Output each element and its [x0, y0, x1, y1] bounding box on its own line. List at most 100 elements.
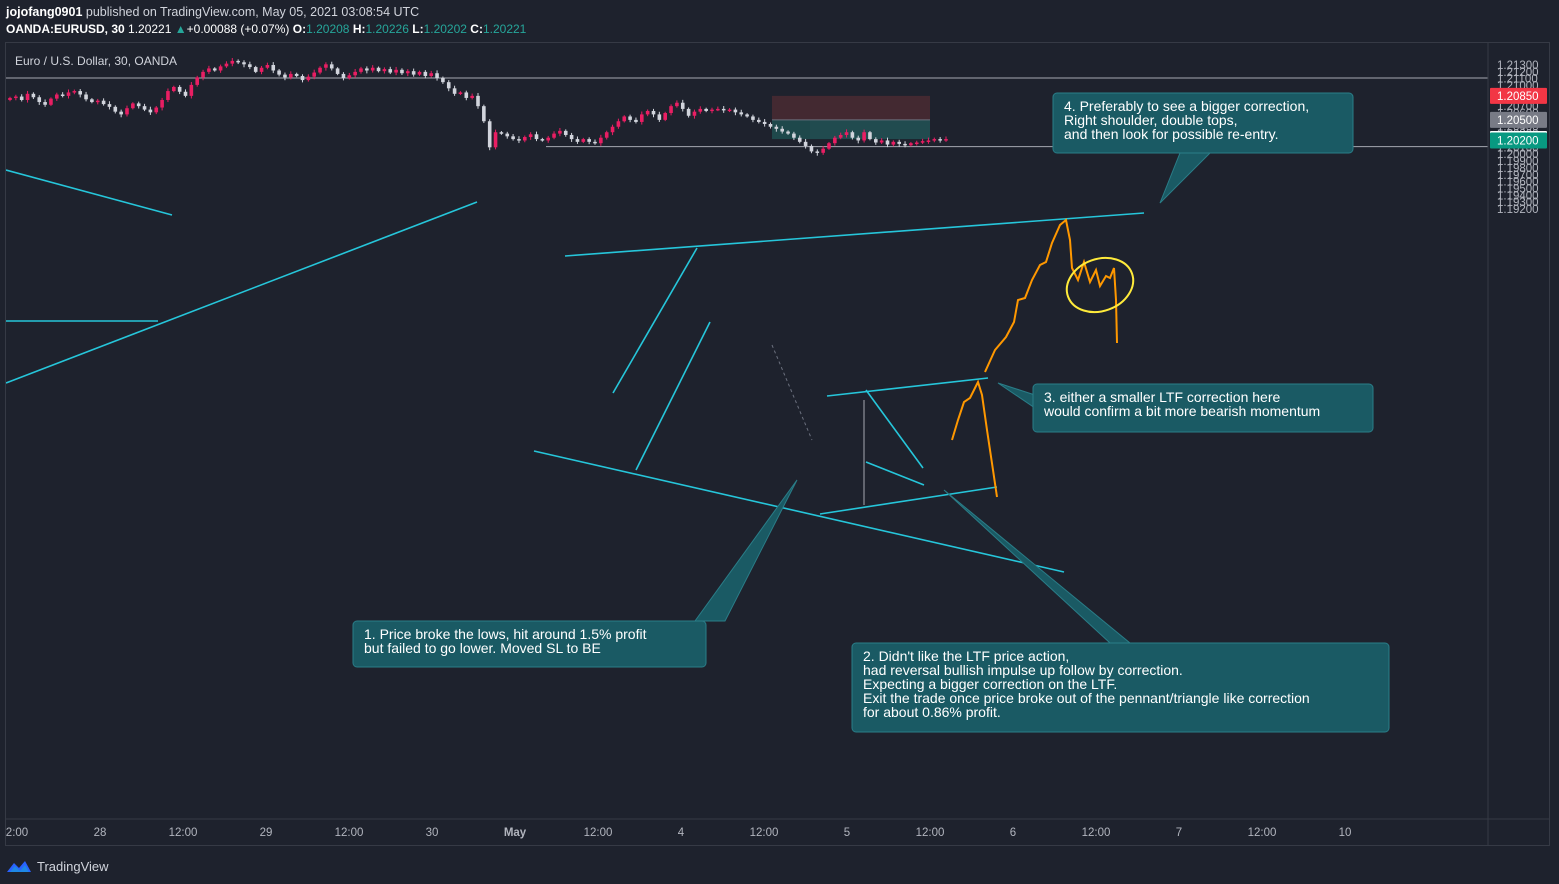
- candle-body: [879, 140, 884, 143]
- candle-body: [745, 114, 749, 117]
- candle-body: [938, 139, 942, 141]
- y-tick-label: 1.19500: [1497, 183, 1539, 195]
- price-tag-label: 1.20500: [1497, 115, 1539, 127]
- x-tick-label: 2:00: [6, 827, 28, 839]
- callout-text: 1. Price broke the lows, hit around 1.5%…: [364, 626, 647, 642]
- callout-text: 4. Preferably to see a bigger correction…: [1064, 98, 1309, 114]
- candle-body: [528, 134, 533, 138]
- candle-body: [353, 71, 357, 76]
- candle-body: [891, 141, 896, 145]
- candle-body: [874, 139, 878, 143]
- candle-body: [376, 67, 381, 72]
- candle-body: [751, 116, 755, 120]
- callout-box: [352, 620, 707, 668]
- candle-body: [645, 110, 650, 115]
- candle-body: [253, 67, 258, 72]
- candle-body: [704, 108, 708, 111]
- candle-body: [657, 114, 662, 120]
- candle-body: [160, 99, 164, 108]
- candle-body: [125, 108, 129, 115]
- candle-body: [318, 67, 322, 73]
- candle-body: [622, 116, 627, 122]
- candle-body: [289, 73, 293, 78]
- candle-body: [651, 110, 656, 115]
- candle-body: [885, 140, 890, 145]
- candle-body: [248, 64, 252, 68]
- candle-body: [482, 106, 486, 122]
- callout-text: Expecting a bigger correction on the LTF…: [863, 676, 1117, 692]
- footer-brand[interactable]: TradingView: [37, 858, 109, 874]
- low-value: 1.20202: [423, 22, 467, 36]
- projection-small-correction: [951, 379, 998, 498]
- x-tick-label: 12:00: [750, 827, 779, 839]
- candle-body: [177, 86, 182, 92]
- candle-body: [417, 71, 422, 75]
- candle-body: [540, 139, 545, 141]
- x-tick-label: 4: [678, 827, 685, 839]
- projection-bigger-correction: [984, 218, 1118, 373]
- candle-body: [563, 130, 568, 135]
- callout-text: Exit the trade once price broke out of t…: [863, 690, 1310, 706]
- candle-body: [441, 78, 445, 83]
- username[interactable]: jojofang0901: [6, 5, 83, 19]
- close-label: C:: [470, 22, 483, 36]
- candle-body: [575, 139, 580, 142]
- candle-body: [107, 104, 112, 107]
- symbol: OANDA:EURUSD, 30: [6, 22, 125, 36]
- y-tick-label: 1.19300: [1497, 197, 1539, 209]
- candle-body: [84, 94, 88, 100]
- candle-body: [610, 126, 615, 133]
- candle-body: [154, 107, 159, 113]
- candle-body: [786, 131, 790, 134]
- x-tick-label: 29: [260, 827, 273, 839]
- candle-body: [827, 143, 831, 149]
- candle-body: [113, 106, 118, 112]
- candle-body: [43, 102, 47, 105]
- x-tick-label: 12:00: [916, 827, 945, 839]
- trendline: [826, 377, 989, 397]
- candle-body: [347, 75, 352, 79]
- x-tick-label: 6: [1010, 827, 1016, 839]
- trendline: [612, 247, 698, 394]
- callout-text: 2. Didn't like the LTF price action,: [863, 648, 1069, 664]
- candle-body: [183, 91, 188, 96]
- candle-body: [394, 69, 398, 73]
- candle-body: [499, 132, 504, 134]
- callout-bigger-correction: 4. Preferably to see a bigger correction…: [1052, 92, 1354, 204]
- candle-body: [587, 139, 591, 142]
- candle-body: [487, 121, 492, 148]
- x-tick-label: 12:00: [1082, 827, 1111, 839]
- candle-body: [920, 141, 925, 143]
- candle-body: [470, 95, 474, 98]
- candle-body: [294, 73, 299, 76]
- candle-body: [523, 137, 527, 141]
- candle-body: [212, 68, 217, 71]
- candle-body: [131, 103, 135, 109]
- chart-title: Euro / U.S. Dollar, 30, OANDA: [15, 54, 177, 68]
- callout-text: Right shoulder, double tops,: [1064, 112, 1238, 128]
- candle-body: [341, 73, 346, 79]
- candle-body: [90, 99, 94, 103]
- candle-body: [476, 95, 480, 107]
- callout-broke-lows: 1. Price broke the lows, hit around 1.5%…: [352, 479, 798, 668]
- trendline: [533, 450, 1065, 573]
- candle-body: [411, 71, 416, 75]
- candle-body: [686, 108, 691, 116]
- plot-area: [6, 58, 1488, 573]
- y-tick-label: 1.21300: [1497, 60, 1539, 72]
- candle-body: [370, 67, 375, 71]
- candle-body: [634, 119, 638, 122]
- candle-body: [774, 126, 779, 129]
- candle-body: [359, 68, 363, 72]
- candle-body: [464, 92, 469, 98]
- candle-body: [505, 133, 510, 137]
- candle-body: [423, 71, 428, 76]
- candle-body: [242, 62, 246, 65]
- close-value: 1.20221: [482, 22, 527, 36]
- y-tick-label: 1.19900: [1497, 156, 1539, 168]
- candle-body: [616, 121, 621, 127]
- trendline: [6, 169, 173, 216]
- dashed-connector: [771, 344, 813, 441]
- candle-body: [710, 109, 714, 112]
